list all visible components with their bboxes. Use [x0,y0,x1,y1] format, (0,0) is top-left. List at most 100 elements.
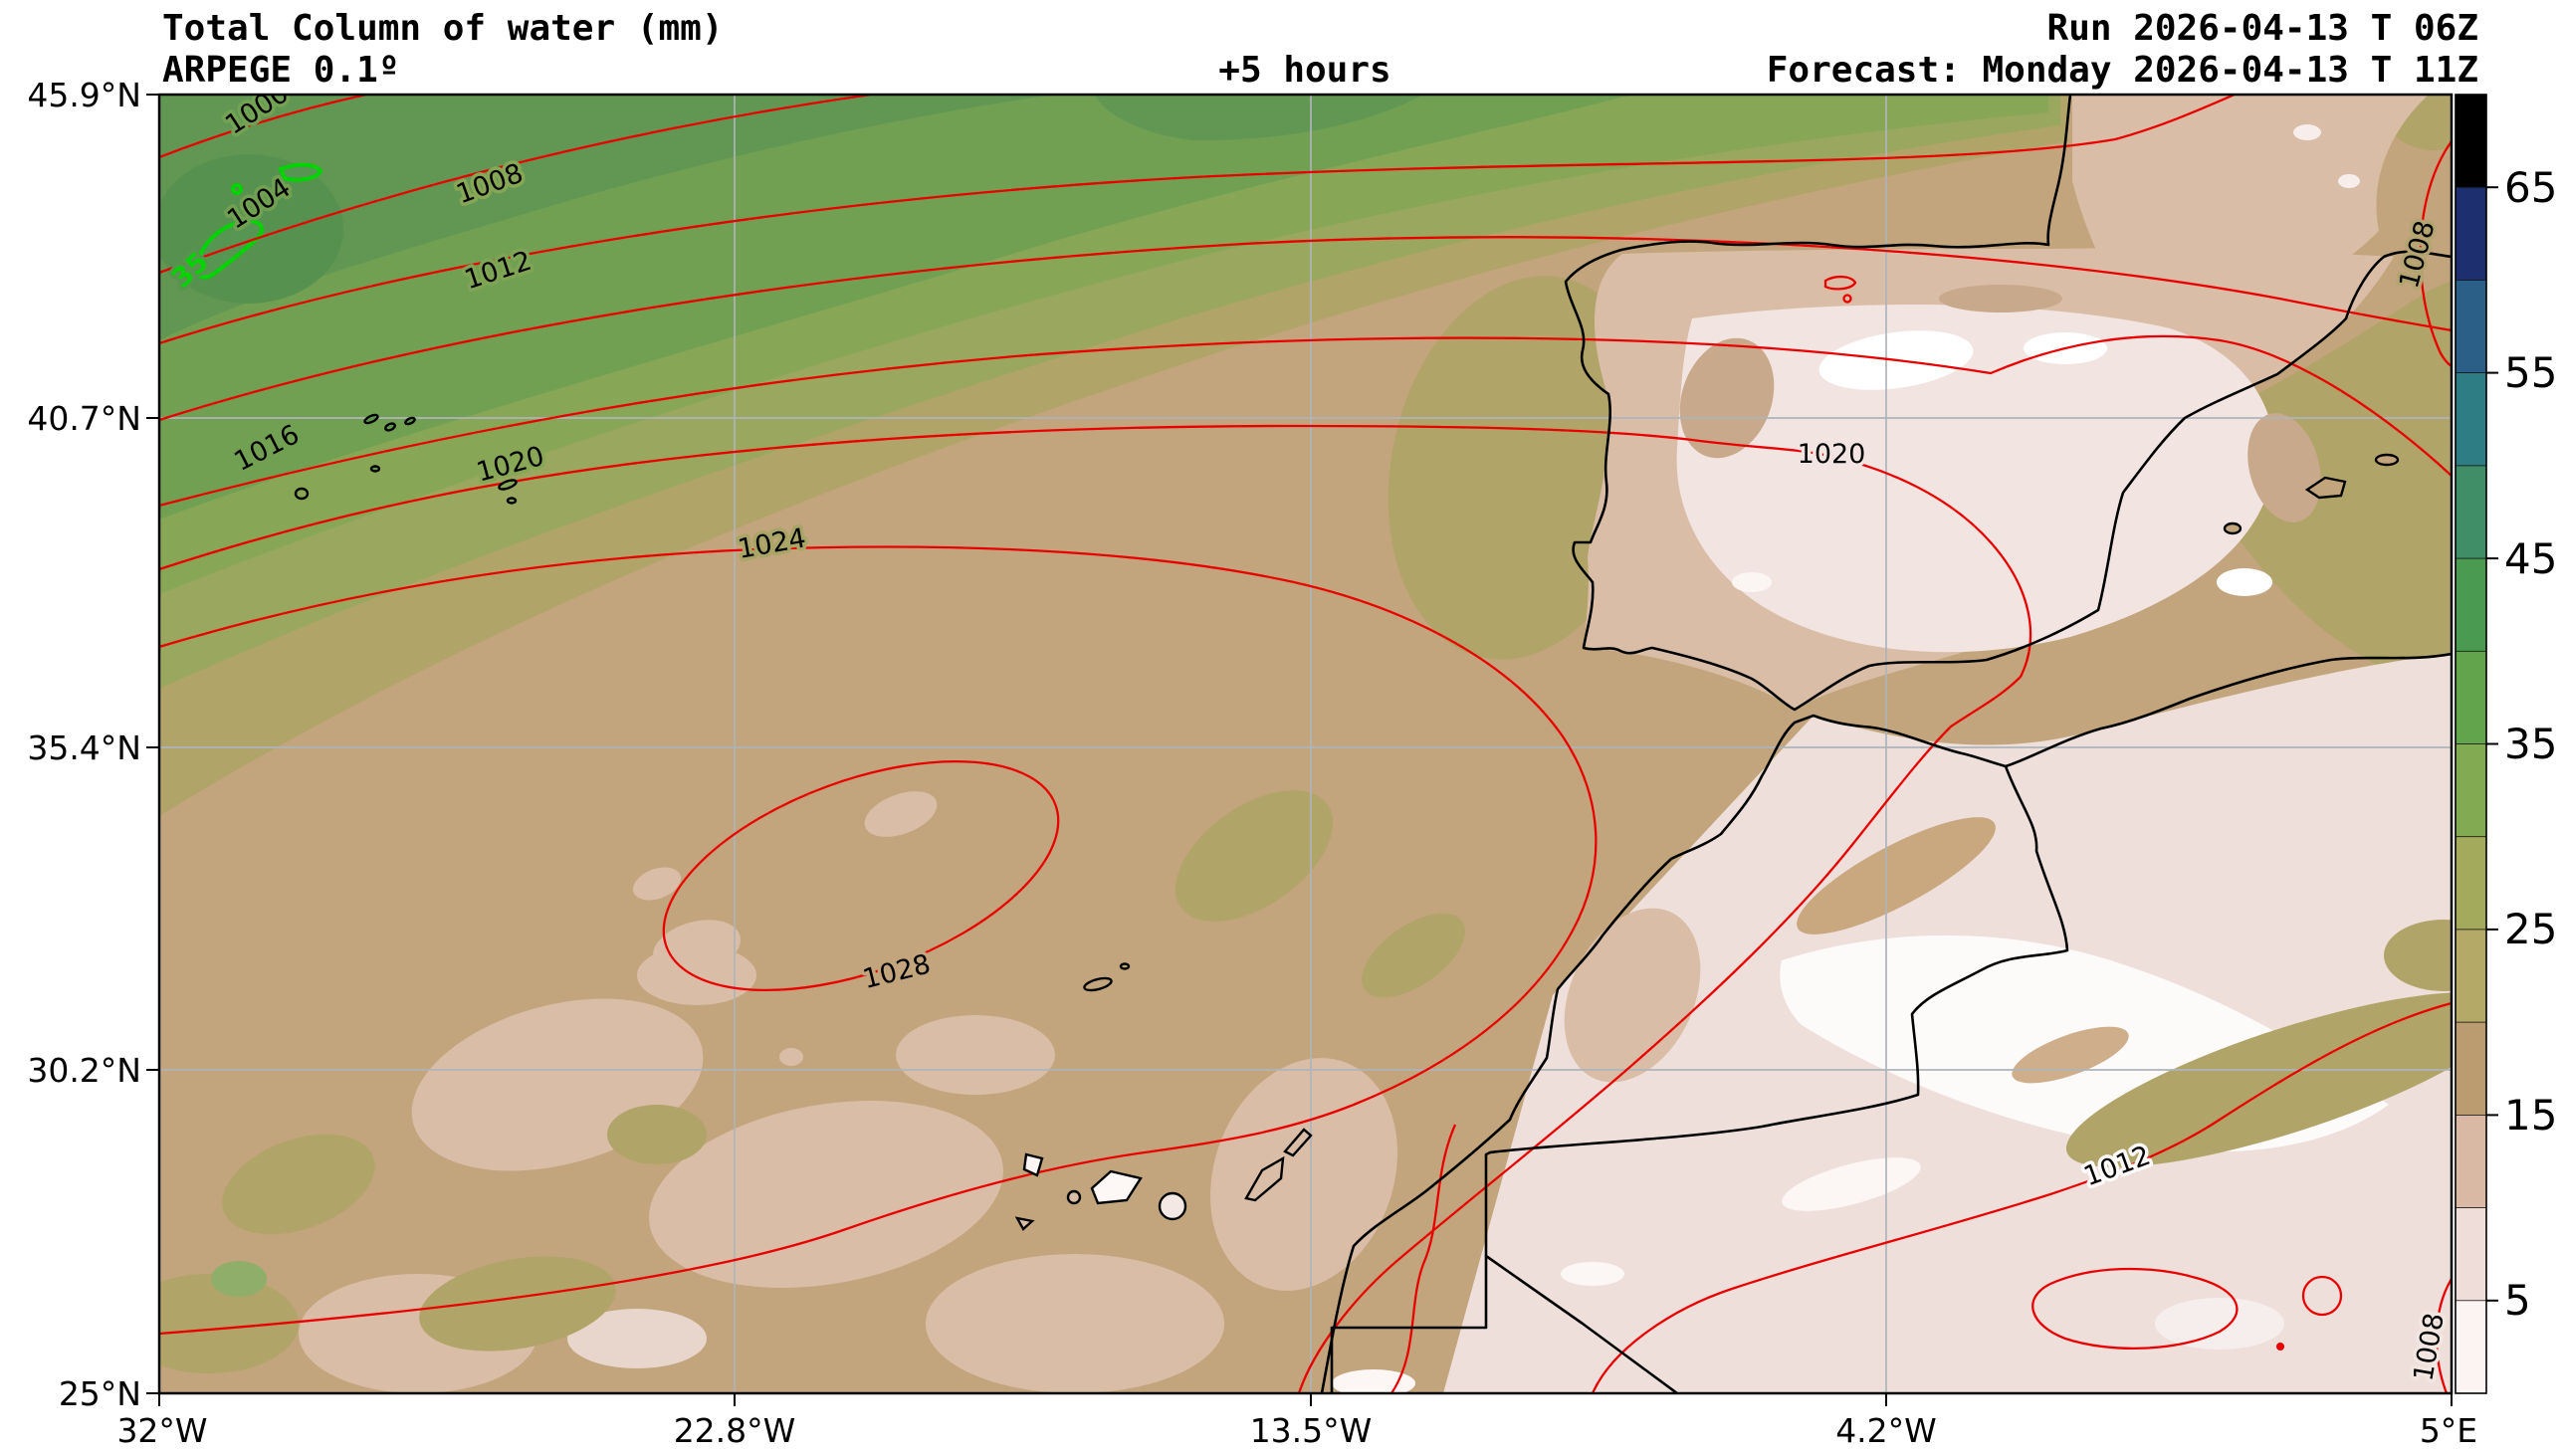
white-spot-spain-4 [1732,572,1772,592]
isobar-1016 [159,334,2452,508]
ibiza-island [2223,521,2243,535]
colorbar-segment-70 [2455,94,2487,189]
coastline-iberia-france [1564,95,2452,712]
pale-spot-africa-se [2155,1298,2284,1350]
colorbar-segment-5 [2455,1300,2487,1394]
y-label-25n: 25°N [59,1374,141,1413]
khaki-spot-right-edge [2384,920,2452,991]
el-hierro-island [1014,1216,1035,1231]
olive-blob-sw-2 [159,1274,299,1373]
gran-canaria-island [1158,1191,1187,1221]
x-label-32w: 32°W [116,1411,207,1450]
isobar-1028-high [662,759,1060,992]
x-label-13-5w: 13.5°W [1250,1411,1373,1450]
pink-blob-sw-2 [649,1101,1003,1288]
white-spot-spain-3 [2217,568,2272,596]
coastline-north-africa [1320,652,2452,1393]
y-label-40-7n: 40.7°N [27,399,141,438]
isobar-dot-se [2276,1343,2284,1351]
olive-blob-center-1 [1175,790,1334,922]
colorbar-segment-30 [2455,836,2487,932]
colorbar: 65 55 45 35 25 15 5 [2455,94,2557,1394]
isobar-1024 [159,545,1598,1336]
run-timestamp: Run 2026-04-13 T 06Z [2047,8,2478,49]
tan-patch-spain-east [2247,413,2321,522]
colorbar-segment-40 [2455,650,2487,745]
green-spot-sw [211,1261,267,1297]
white-spot-africa-2 [1561,1262,1624,1286]
isobar-1008-loop-se [2031,1267,2239,1350]
isobar-1008-ring-se [2301,1275,2343,1317]
azores-island-4 [369,465,381,473]
olive-blob-sw-4 [607,1105,707,1164]
x-label-22-8w: 22.8°W [674,1411,796,1450]
y-label-35-4n: 35.4°N [27,728,141,767]
isobar-label-1020-spain: 1020 [1798,439,1866,470]
tan-patch-spain-west [1679,337,1775,459]
pink-blob-sw-3 [926,1254,1224,1393]
colorbar-segment-65 [2455,186,2487,282]
fuerteventura-island [1244,1155,1285,1202]
isobars [159,95,2452,1393]
pink-blob-sw-5 [896,1015,1055,1095]
azores-santa-maria [506,497,518,505]
colorbar-segment-50 [2455,465,2487,560]
colorbar-label-15: 15 [2504,1091,2557,1140]
la-gomera-island [1066,1189,1082,1205]
pink-spot-high-3 [779,1048,803,1066]
tenerife-island [1090,1169,1143,1205]
iberia-very-dry-core [1676,305,2275,653]
madeira-island [1083,976,1113,992]
x-label-5e: 5°E [2420,1411,2477,1450]
y-label-45-9n: 45.9°N [27,76,141,114]
isobar-dot-spain [1842,294,1852,304]
isobar-1008-edge-se [2435,1278,2452,1393]
border-algeria-mauritania [1484,1254,1679,1393]
colorbar-segment-10 [2455,1207,2487,1302]
isobar-1012-southeast [1591,1001,2452,1393]
isobar-1008-east [2419,140,2452,367]
colorbar-label-65: 65 [2504,163,2557,212]
pink-blob-canary-coast [1209,1058,1398,1291]
colorbar-label-35: 35 [2504,720,2557,768]
page-title: Total Column of water (mm) [162,8,724,49]
water-35-dot [231,183,243,195]
lead-time-label: +5 hours [1218,50,1390,91]
pale-blob-south [567,1309,707,1368]
pink-spot-high-4 [632,867,682,901]
colorbar-segment-15 [2455,1115,2487,1209]
white-spot-france-2 [2338,174,2360,188]
water-band-dark-green [159,95,1055,340]
white-spot-france-1 [2293,124,2321,140]
azores-sao-miguel [498,479,518,491]
water-pocket-dark-green [1095,95,1423,141]
isobar-loop-spain [1823,275,1857,291]
khaki-band-se [2065,992,2452,1167]
model-label: ARPEGE 0.1º [162,50,399,91]
axis-labels: 45.9°N 40.7°N 35.4°N 30.2°N 25°N 32°W 22… [27,76,2477,1450]
lanzarote-island [1283,1128,1313,1157]
olive-blob-center-2 [1361,913,1466,998]
azores-island-1 [363,413,379,425]
coastlines [1320,95,2452,1393]
colorbar-label-25: 25 [2504,905,2557,953]
mallorca-island [2304,476,2347,500]
azores-island-3 [404,416,416,426]
colorbar-segment-45 [2455,557,2487,653]
colorbar-segment-35 [2455,743,2487,838]
isobar-1020 [159,424,2032,1393]
azores-island-west [294,487,310,501]
isobar-1008 [159,95,2236,345]
colorbar-label-55: 55 [2504,348,2557,397]
axis-ticks [146,94,2453,1406]
menorca-island [2374,453,2400,467]
olive-blob-sw-3 [419,1256,616,1352]
islands [294,413,2400,1231]
isobar-1004 [159,95,872,275]
isobar-1016-south [1390,1124,1457,1393]
colorbar-label-45: 45 [2504,534,2557,583]
water-35-blob-1 [278,162,323,182]
colorbar-segment-20 [2455,1021,2487,1117]
